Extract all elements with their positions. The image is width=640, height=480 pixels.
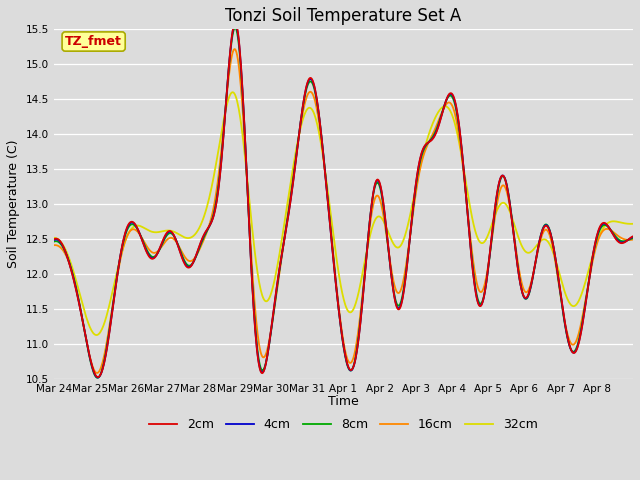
32cm [405,219,413,225]
Title: Tonzi Soil Temperature Set A: Tonzi Soil Temperature Set A [225,7,461,25]
4cm [118,242,126,248]
2cm [231,20,239,26]
2cm [118,242,126,248]
Line: 8cm: 8cm [54,28,633,378]
Line: 4cm: 4cm [54,24,633,377]
8cm [225,64,233,70]
2cm [255,358,262,364]
Legend: 2cm, 4cm, 8cm, 16cm, 32cm: 2cm, 4cm, 8cm, 16cm, 32cm [144,413,543,436]
2cm [405,247,413,253]
32cm [93,332,100,338]
Line: 16cm: 16cm [54,49,633,373]
Line: 2cm: 2cm [54,23,633,377]
16cm [255,337,262,343]
32cm [50,235,58,240]
16cm [93,370,100,376]
4cm [255,357,262,363]
16cm [50,242,58,248]
2cm [225,63,233,69]
Y-axis label: Soil Temperature (C): Soil Temperature (C) [7,140,20,268]
16cm [225,73,233,79]
16cm [405,244,413,250]
8cm [255,354,262,360]
4cm [50,238,58,243]
32cm [629,221,637,227]
8cm [629,235,637,241]
32cm [229,89,237,95]
Line: 32cm: 32cm [54,92,633,335]
32cm [225,95,233,101]
32cm [437,106,445,111]
4cm [231,21,239,27]
8cm [118,243,126,249]
X-axis label: Time: Time [328,396,358,408]
4cm [276,261,284,267]
32cm [276,246,284,252]
16cm [437,111,445,117]
4cm [437,114,445,120]
4cm [225,63,233,69]
8cm [231,25,239,31]
4cm [93,374,101,380]
16cm [629,237,637,242]
2cm [629,233,637,239]
2cm [276,261,284,266]
2cm [50,237,58,242]
4cm [629,234,637,240]
16cm [276,264,284,270]
2cm [94,374,102,380]
32cm [118,247,126,253]
8cm [405,246,413,252]
8cm [50,239,58,245]
8cm [93,375,101,381]
8cm [437,113,445,119]
16cm [231,46,239,52]
2cm [437,114,445,120]
16cm [118,248,126,254]
8cm [276,262,284,268]
32cm [255,275,262,280]
Text: TZ_fmet: TZ_fmet [65,35,122,48]
4cm [405,247,413,252]
